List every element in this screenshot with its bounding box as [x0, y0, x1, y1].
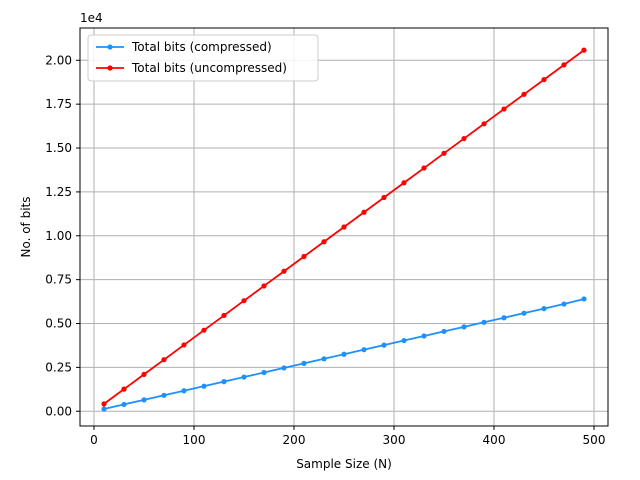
- y-tick-label: 1.50: [45, 141, 72, 155]
- data-point: [481, 121, 487, 127]
- data-point: [321, 239, 327, 245]
- y-tick-label: 1.00: [45, 229, 72, 243]
- y-tick-label: 2.00: [45, 53, 72, 67]
- x-tick-label: 400: [483, 433, 506, 447]
- data-point: [201, 327, 207, 333]
- data-point: [381, 194, 387, 201]
- data-point: [301, 360, 307, 366]
- data-point: [441, 328, 447, 335]
- x-tick-label: 100: [183, 433, 206, 447]
- plot-frame: [79, 27, 609, 427]
- data-point: [461, 324, 467, 330]
- data-point: [101, 406, 107, 412]
- data-point: [161, 392, 167, 398]
- x-axis-label: Sample Size (N): [296, 457, 392, 471]
- legend-swatch-marker: [107, 44, 113, 50]
- data-point: [281, 268, 287, 274]
- data-point: [161, 357, 167, 363]
- data-point: [341, 351, 347, 357]
- y-offset-label: 1e4: [80, 11, 103, 25]
- x-tick-label: 500: [583, 433, 606, 447]
- data-point: [301, 253, 307, 260]
- data-point: [241, 298, 247, 304]
- series-uncompressed: [101, 47, 587, 407]
- ticks: 0 100 200 300 400 500 0.00 0.25 0.50 0.75 1.00 1.25…: [45, 53, 605, 447]
- data-point: [521, 310, 527, 316]
- data-point: [421, 333, 427, 339]
- legend-item: Total bits (compressed): [96, 40, 272, 54]
- data-point: [181, 342, 187, 348]
- data-point: [401, 180, 407, 186]
- x-tick-label: 300: [383, 433, 406, 447]
- data-point: [141, 397, 147, 403]
- data-point: [441, 150, 447, 156]
- data-point: [101, 401, 107, 407]
- grid: [80, 28, 608, 426]
- data-point: [141, 371, 147, 378]
- data-point: [321, 356, 327, 362]
- y-tick-label: 0.25: [45, 360, 72, 374]
- legend-item: Total bits (uncompressed): [96, 61, 287, 75]
- y-axis-label: No. of bits: [19, 196, 33, 257]
- data-point: [541, 306, 547, 312]
- data-point: [201, 383, 207, 389]
- data-point: [221, 312, 227, 319]
- data-point: [121, 401, 127, 408]
- legend-swatch-marker: [107, 65, 113, 71]
- data-point: [501, 106, 507, 112]
- data-point: [501, 315, 507, 321]
- data-point: [261, 369, 267, 376]
- data-point: [561, 62, 567, 68]
- data-point: [361, 209, 367, 215]
- data-point: [381, 342, 387, 348]
- data-point: [481, 319, 487, 325]
- series-compressed: [101, 296, 587, 412]
- legend-label: Total bits (compressed): [131, 40, 272, 54]
- data-point: [541, 76, 547, 83]
- data-point: [581, 47, 587, 53]
- y-tick-label: 0.00: [45, 404, 72, 418]
- y-tick-label: 1.75: [45, 97, 72, 111]
- legend-box: [87, 34, 319, 82]
- data-point: [181, 388, 187, 394]
- x-tick-label: 200: [283, 433, 306, 447]
- data-point: [341, 224, 347, 230]
- data-point: [521, 91, 527, 97]
- legend-label: Total bits (uncompressed): [131, 61, 287, 75]
- data-point: [581, 296, 587, 302]
- data-point: [561, 301, 567, 307]
- data-point: [461, 135, 467, 142]
- legend: Total bits (compressed) Total bits (uncom…: [87, 34, 319, 82]
- y-tick-label: 0.50: [45, 317, 72, 331]
- data-point: [221, 379, 227, 385]
- data-point: [421, 165, 427, 171]
- y-tick-label: 0.75: [45, 273, 72, 287]
- data-point: [121, 386, 127, 392]
- data-point: [401, 337, 407, 344]
- series-layer: [101, 47, 587, 412]
- data-point: [281, 365, 287, 371]
- data-point: [261, 283, 267, 289]
- y-tick-label: 1.25: [45, 185, 72, 199]
- x-tick-label: 0: [90, 433, 98, 447]
- data-point: [241, 374, 247, 380]
- data-point: [361, 347, 367, 353]
